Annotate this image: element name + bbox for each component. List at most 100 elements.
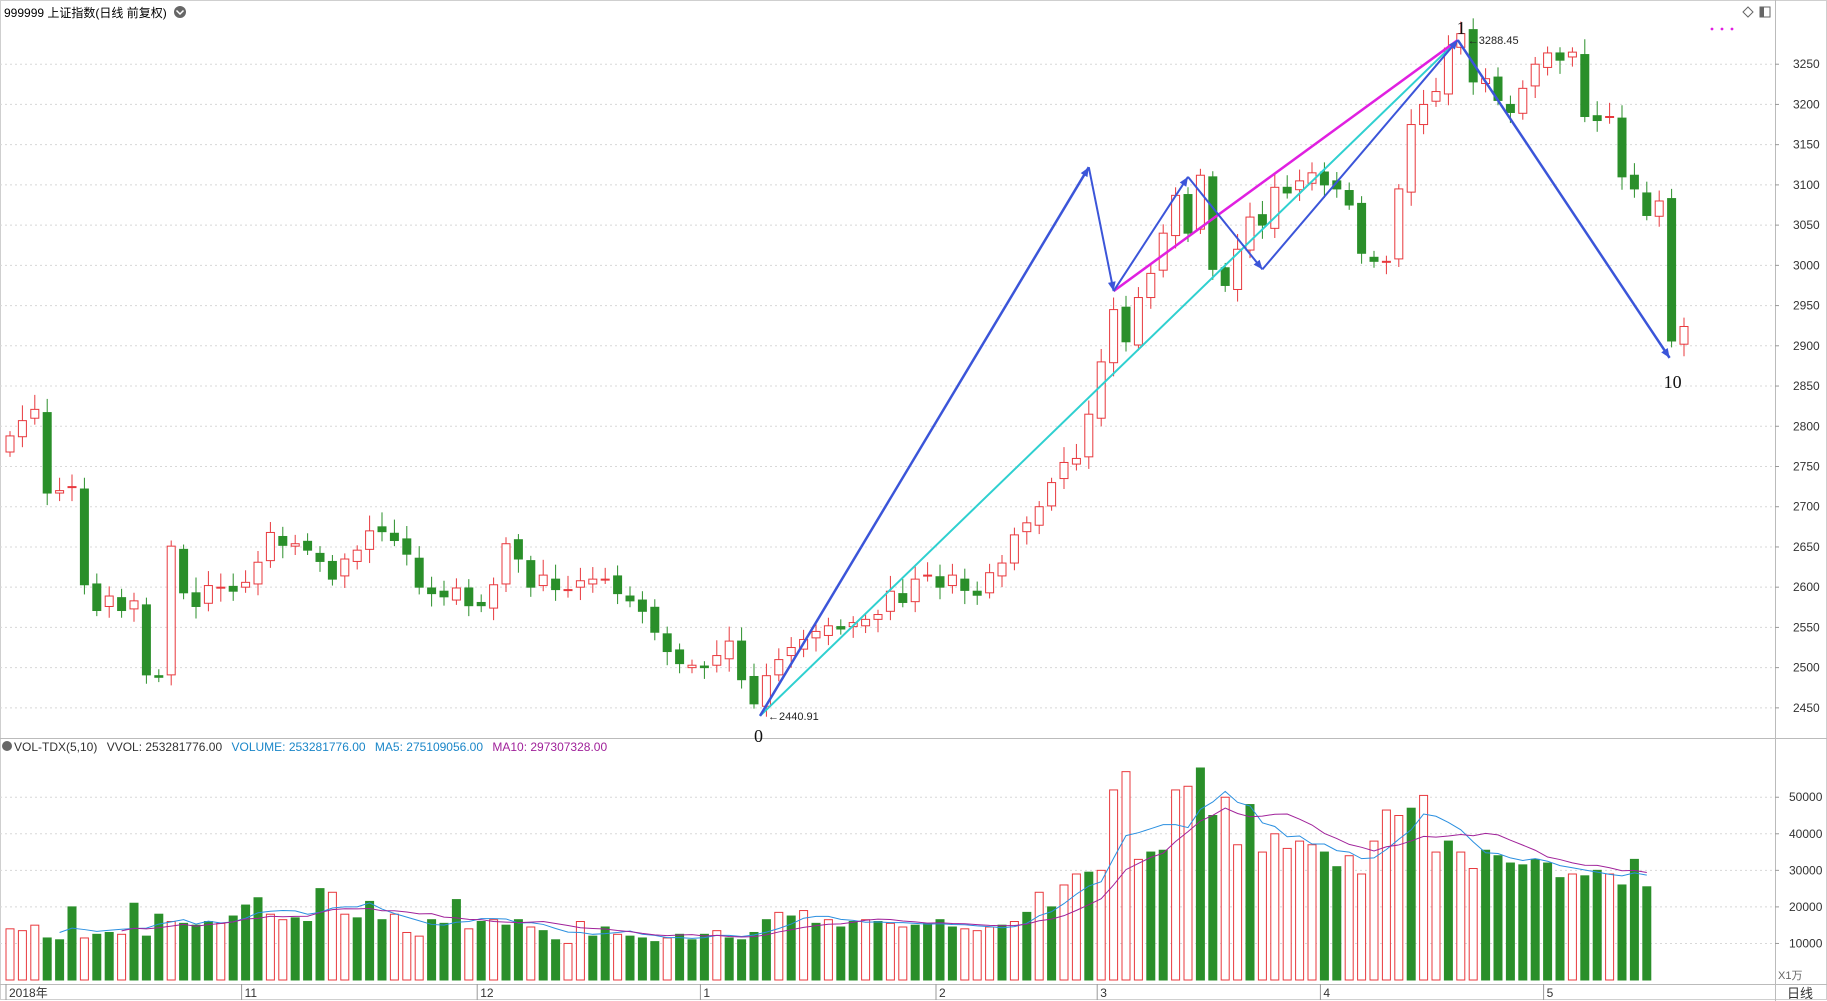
volume-bar xyxy=(600,926,610,981)
candle-body xyxy=(811,630,821,639)
candle-body xyxy=(935,576,945,588)
wave-cyan-line xyxy=(759,39,1459,717)
volume-bar xyxy=(30,924,40,981)
price-tick-label: 2850 xyxy=(1793,379,1820,393)
volume-bar xyxy=(1158,849,1168,981)
volume-bar xyxy=(588,935,598,981)
volume-bar xyxy=(42,937,52,981)
volume-bar xyxy=(613,933,623,981)
candle-body xyxy=(637,599,647,612)
wave-arrow-head xyxy=(1179,176,1188,187)
candle-body xyxy=(290,543,300,547)
wave-arrow xyxy=(1456,39,1671,359)
volume-bar xyxy=(1096,869,1106,981)
x-tick-label: 2018年 xyxy=(9,986,48,1000)
low-price-label: ←2440.91 xyxy=(768,711,819,723)
volume-bar xyxy=(352,917,362,981)
volume-bar xyxy=(1567,873,1577,981)
high-price-label: ←3288.45 xyxy=(1468,35,1519,47)
volume-ma5: MA5: 275109056.00 xyxy=(374,740,484,754)
volume-bar xyxy=(1133,858,1143,981)
volume-bar xyxy=(1084,871,1094,981)
candle-body xyxy=(501,543,511,585)
candle-body xyxy=(910,578,920,603)
candle-body xyxy=(1133,297,1143,346)
volume-vvol: VVOL: 253281776.00 xyxy=(106,740,223,754)
candle-body xyxy=(141,604,151,676)
volume-value: VOLUME: 253281776.00 xyxy=(231,740,366,754)
wave-arrow-head xyxy=(1080,167,1089,178)
candle-body xyxy=(1233,248,1243,290)
volume-bar xyxy=(637,937,647,981)
volume-bar xyxy=(1431,851,1441,981)
volume-bar xyxy=(737,939,747,981)
candle-body xyxy=(1580,54,1590,118)
candle-body xyxy=(600,578,610,581)
candle-body xyxy=(724,640,734,660)
candle-body xyxy=(1369,256,1379,262)
candle-body xyxy=(79,488,89,586)
candle-body xyxy=(1146,272,1156,299)
x-tick-label: 5 xyxy=(1547,986,1554,1000)
x-tick-label: 11 xyxy=(245,986,258,1000)
volume-bar xyxy=(1059,884,1069,981)
volume-bar xyxy=(476,921,486,981)
candle-body xyxy=(451,587,461,601)
chart-title: 999999 上证指数(日线 前复权) xyxy=(4,6,167,20)
volume-bar xyxy=(1443,840,1453,981)
candle-body xyxy=(55,490,65,494)
candle-body xyxy=(1679,325,1689,345)
volume-bar xyxy=(166,921,176,981)
volume-bar xyxy=(1022,911,1032,981)
candle-body xyxy=(315,552,325,562)
candle-body xyxy=(1270,186,1280,229)
candle-body xyxy=(650,606,660,633)
candle-body xyxy=(1344,190,1354,206)
volume-bar xyxy=(439,922,449,981)
volume-tick-label: 50000 xyxy=(1789,790,1823,804)
price-tick-label: 2750 xyxy=(1793,459,1820,473)
volume-bar xyxy=(1307,844,1317,981)
candle-body xyxy=(92,583,102,612)
candle-body xyxy=(427,587,437,595)
wave-label-0: 0 xyxy=(754,726,763,746)
candle-body xyxy=(1282,186,1292,194)
candle-body xyxy=(1543,52,1553,68)
volume-bar xyxy=(1295,840,1305,981)
candle-body xyxy=(675,649,685,665)
volume-bar xyxy=(1357,873,1367,981)
candle-body xyxy=(526,560,536,588)
volume-bar xyxy=(129,902,139,981)
candle-body xyxy=(1381,260,1391,263)
volume-bar xyxy=(402,931,412,981)
candle-body xyxy=(786,647,796,657)
timeframe-label: 日线 xyxy=(1787,986,1813,1001)
volume-bar xyxy=(265,913,275,981)
candle-body xyxy=(1567,51,1577,58)
x-tick-label: 4 xyxy=(1323,986,1330,1000)
volume-bar xyxy=(761,919,771,981)
magenta-dot-marker xyxy=(1710,27,1714,31)
candle-body xyxy=(1319,171,1329,186)
volume-bar xyxy=(451,899,461,981)
candle-body xyxy=(1009,534,1019,564)
candle-body xyxy=(340,558,350,577)
candle-body xyxy=(960,578,970,591)
candle-body xyxy=(1394,188,1404,260)
candle-body xyxy=(5,435,15,453)
price-tick-label: 2700 xyxy=(1793,500,1820,514)
volume-bar xyxy=(1257,851,1267,981)
candle-body xyxy=(1629,174,1639,190)
volume-bar xyxy=(960,928,970,981)
price-tick-label: 2550 xyxy=(1793,620,1820,634)
volume-bar xyxy=(699,933,709,981)
volume-bar xyxy=(1493,855,1503,981)
volume-bar xyxy=(811,922,821,981)
candle-body xyxy=(687,664,697,669)
volume-chevron-icon xyxy=(2,741,12,751)
volume-bar xyxy=(327,891,337,981)
volume-bar xyxy=(749,931,759,981)
price-tick-label: 3200 xyxy=(1793,97,1820,111)
